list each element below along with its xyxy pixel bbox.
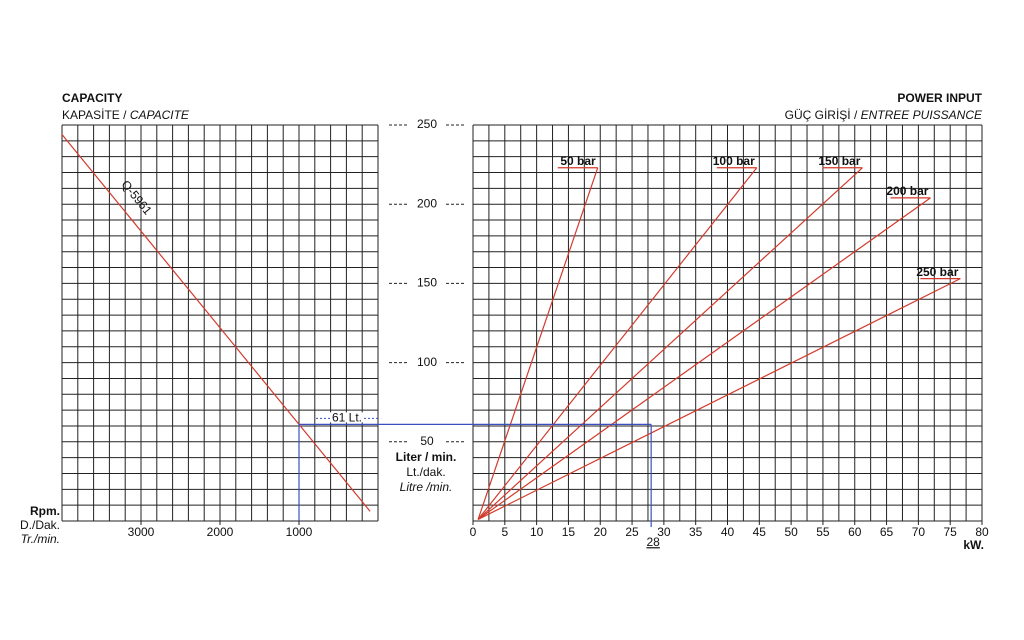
series-line bbox=[477, 167, 758, 520]
subtitle-part: ENTREE PUISSANCE bbox=[861, 108, 983, 122]
left-subtitle: KAPASİTE / CAPACITE bbox=[62, 108, 190, 122]
x-tick-label: 55 bbox=[816, 525, 830, 539]
y-tick-label: 200 bbox=[417, 196, 437, 210]
x-tick-label: 15 bbox=[562, 525, 576, 539]
x-tick-label: 1000 bbox=[286, 525, 313, 539]
x-tick-label: 70 bbox=[912, 525, 926, 539]
series-label: Q-5961 bbox=[119, 178, 155, 218]
series-line bbox=[477, 197, 931, 520]
x-label: Tr./min. bbox=[21, 532, 60, 546]
x-tick-label: 60 bbox=[848, 525, 862, 539]
x-label: Rpm. bbox=[30, 504, 60, 518]
series-label: 50 bar bbox=[560, 154, 596, 168]
x-tick-label: 20 bbox=[594, 525, 608, 539]
x-tick-label: 25 bbox=[625, 525, 639, 539]
x-tick-label: 10 bbox=[530, 525, 544, 539]
subtitle-part: KAPASİTE / bbox=[62, 108, 130, 122]
x-tick-label: 80 bbox=[975, 525, 989, 539]
subtitle-part: CAPACITE bbox=[130, 108, 190, 122]
x-tick-label: 30 bbox=[657, 525, 671, 539]
series-line bbox=[61, 134, 371, 512]
x-tick-label: 35 bbox=[689, 525, 703, 539]
y-label: Liter / min. bbox=[396, 450, 457, 464]
x-tick-label: 50 bbox=[784, 525, 798, 539]
x-tick-label: 2000 bbox=[207, 525, 234, 539]
x-tick-label: 5 bbox=[501, 525, 508, 539]
x-label: kW. bbox=[963, 538, 984, 552]
series-line bbox=[477, 278, 961, 520]
guide-label: 28 bbox=[646, 535, 660, 549]
label-bg bbox=[330, 412, 364, 423]
x-tick-label: 3000 bbox=[128, 525, 155, 539]
guide-label: 61 Lt. bbox=[332, 411, 362, 425]
left-title: CAPACITY bbox=[62, 91, 122, 105]
y-tick-label: 100 bbox=[417, 355, 437, 369]
y-tick-label: 50 bbox=[420, 434, 434, 448]
series-label: 100 bar bbox=[713, 154, 755, 168]
subtitle-part: GÜÇ GİRİŞİ / bbox=[785, 108, 861, 122]
y-label: Litre /min. bbox=[400, 480, 453, 494]
x-tick-label: 0 bbox=[470, 525, 477, 539]
x-tick-label: 40 bbox=[721, 525, 735, 539]
right-title: POWER INPUT bbox=[897, 91, 982, 105]
x-tick-label: 75 bbox=[944, 525, 958, 539]
y-tick-label: 250 bbox=[417, 117, 437, 131]
y-tick-label: 150 bbox=[417, 276, 437, 290]
x-tick-label: 45 bbox=[753, 525, 767, 539]
x-tick-label: 65 bbox=[880, 525, 894, 539]
series-label: 150 bar bbox=[818, 154, 860, 168]
series-line bbox=[477, 167, 863, 520]
right-subtitle: GÜÇ GİRİŞİ / ENTREE PUISSANCE bbox=[785, 108, 983, 122]
series-line bbox=[477, 167, 599, 520]
x-label: D./Dak. bbox=[20, 518, 60, 532]
y-label: Lt./dak. bbox=[406, 465, 445, 479]
series-label: 200 bar bbox=[886, 184, 928, 198]
series-label: 250 bar bbox=[916, 265, 958, 279]
